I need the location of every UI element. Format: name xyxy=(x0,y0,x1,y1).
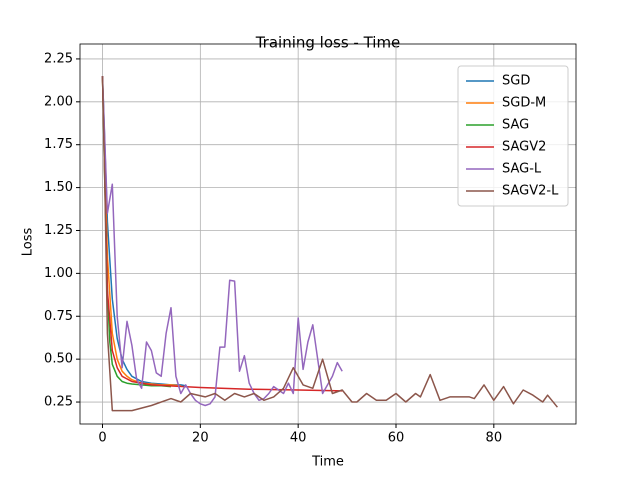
legend-label: SAGV2-L xyxy=(502,184,559,199)
plot-frame xyxy=(79,43,577,425)
legend-label: SAGV2 xyxy=(502,140,546,155)
series-line xyxy=(101,76,558,412)
chart-title: Training loss - Time xyxy=(255,34,401,52)
series-line xyxy=(101,76,343,407)
x-tick-label: 60 xyxy=(388,431,405,446)
y-tick-label: 0.50 xyxy=(44,352,73,367)
y-tick-label: 1.75 xyxy=(44,137,73,152)
y-tick-label: 0.25 xyxy=(44,395,73,410)
y-tick-label: 1.25 xyxy=(44,223,73,238)
legend-label: SGD xyxy=(502,74,530,89)
x-axis-label: Time xyxy=(311,455,344,470)
x-tick-label: 0 xyxy=(98,431,106,446)
y-tick-label: 1.50 xyxy=(44,180,73,195)
legend-label: SAG xyxy=(502,118,529,133)
y-axis-label: Loss xyxy=(21,228,36,257)
legend-label: SAG-L xyxy=(502,162,542,177)
x-tick-label: 20 xyxy=(192,431,209,446)
series-line xyxy=(101,76,343,392)
legend-box xyxy=(457,65,569,207)
y-tick-label: 1.00 xyxy=(44,266,73,281)
y-tick-label: 0.75 xyxy=(44,309,73,324)
legend-label: SGD-M xyxy=(502,96,546,111)
x-tick-label: 80 xyxy=(486,431,503,446)
y-tick-label: 2.25 xyxy=(44,51,73,66)
y-tick-label: 2.00 xyxy=(44,94,73,109)
x-tick-label: 40 xyxy=(290,431,307,446)
